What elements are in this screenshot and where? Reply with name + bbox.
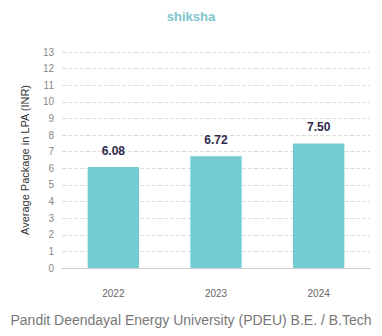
svg-text:11: 11	[44, 80, 55, 91]
svg-text:9: 9	[48, 113, 54, 124]
svg-text:6: 6	[48, 163, 54, 174]
svg-text:8: 8	[48, 130, 54, 141]
svg-text:2022: 2022	[102, 288, 125, 299]
svg-text:3: 3	[48, 213, 54, 224]
svg-text:1: 1	[48, 246, 54, 257]
svg-text:2: 2	[48, 229, 54, 240]
svg-text:13: 13	[43, 47, 55, 58]
svg-text:Average Package in LPA (INR): Average Package in LPA (INR)	[19, 85, 31, 235]
svg-text:5: 5	[48, 179, 54, 190]
svg-text:12: 12	[43, 63, 55, 74]
svg-text:2023: 2023	[205, 288, 228, 299]
svg-text:0: 0	[48, 263, 54, 274]
svg-text:4: 4	[48, 196, 54, 207]
svg-text:6.08: 6.08	[102, 144, 126, 158]
svg-text:6.72: 6.72	[204, 133, 228, 147]
svg-text:2024: 2024	[308, 288, 331, 299]
svg-text:Pandit Deendayal Energy Univer: Pandit Deendayal Energy University (PDEU…	[10, 312, 371, 328]
svg-text:7: 7	[48, 146, 54, 157]
svg-text:7.50: 7.50	[307, 120, 331, 134]
svg-text:10: 10	[43, 96, 55, 107]
svg-text:shiksha: shiksha	[167, 9, 216, 24]
